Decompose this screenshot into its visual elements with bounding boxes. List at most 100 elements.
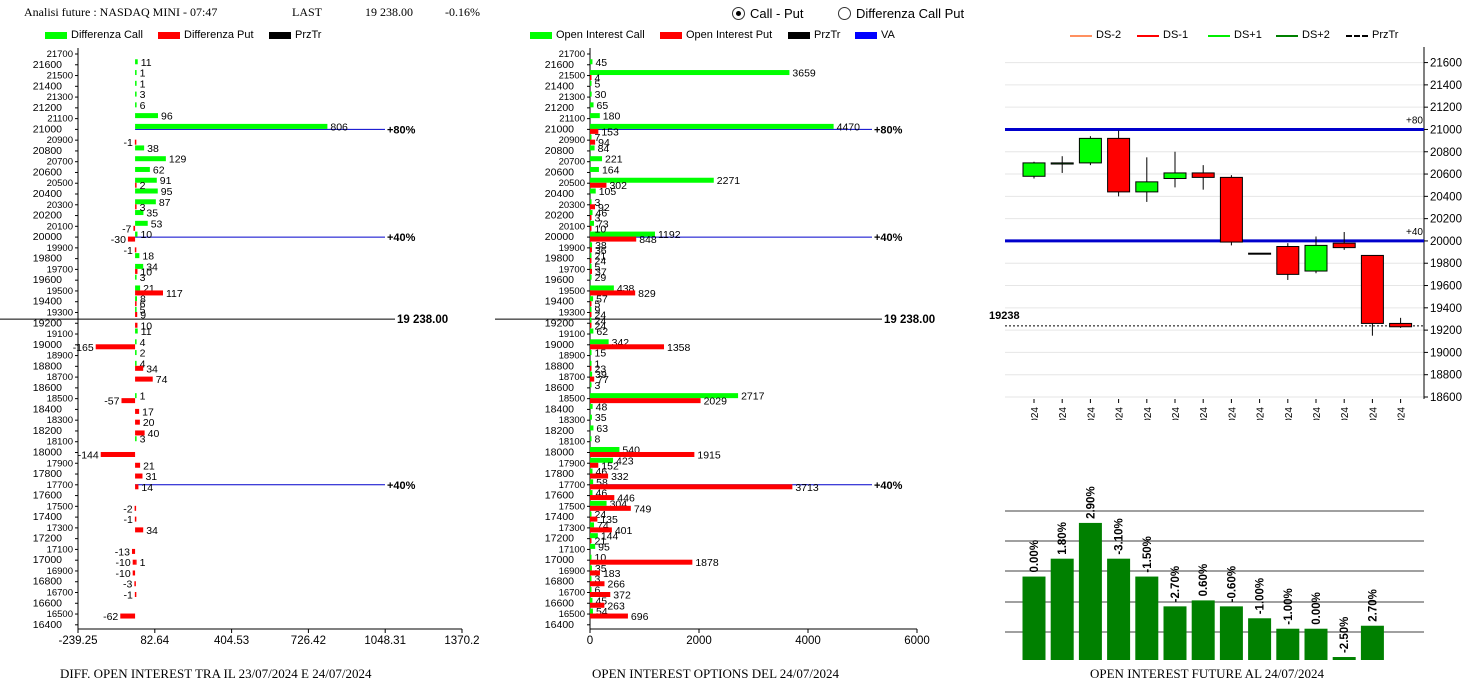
legend-label: Open Interest Call (556, 29, 645, 41)
y-tick-label: 20600 (33, 166, 62, 178)
data-bar (590, 371, 593, 377)
y-tick-label: 19800 (545, 253, 574, 265)
radio-unselected-icon[interactable] (838, 7, 851, 20)
data-bar (590, 565, 592, 571)
y-tick-label: 17200 (33, 533, 62, 545)
data-bar (134, 139, 137, 145)
y-tick-label: 20600 (545, 166, 574, 178)
data-label: 153 (601, 126, 619, 138)
data-label: 92 (598, 202, 610, 214)
data-bar (135, 113, 158, 119)
data-bar (590, 533, 598, 539)
y-tick-label: 19900 (559, 243, 585, 254)
candle-body (1332, 242, 1356, 249)
data-label: 372 (613, 590, 631, 602)
y-tick-label: 20400 (545, 188, 574, 200)
legend-label: DS+1 (1234, 29, 1262, 41)
legend-swatch-put (158, 32, 180, 39)
y-tick-label: 17900 (559, 458, 585, 469)
data-label: 37 (595, 266, 607, 278)
data-label: 3 (140, 272, 146, 284)
data-label: 2717 (741, 391, 765, 403)
candle-body (1163, 172, 1187, 180)
candle-body (1304, 244, 1328, 272)
y-tick-label: 21200 (33, 102, 62, 114)
data-bar (135, 91, 137, 97)
data-bar (590, 576, 592, 582)
data-bar (590, 301, 592, 307)
level-label: +40 (1406, 227, 1423, 238)
data-label: 45 (595, 595, 607, 607)
data-bar (135, 328, 138, 334)
data-bar (135, 253, 140, 259)
x-tick-label: 24/07/2024 (1368, 407, 1379, 420)
data-label: 3 (140, 89, 146, 101)
candle-body (1135, 181, 1159, 193)
data-label: 35 (595, 563, 607, 575)
y-tick-label: 20000 (545, 231, 574, 243)
x-tick-label: 18/07/2024 (1256, 407, 1267, 420)
data-label: 87 (159, 197, 171, 209)
radio-call-put[interactable]: Call - Put (730, 0, 840, 26)
y-tick-label: 20400 (33, 188, 62, 200)
y-tick-label: 21000 (545, 123, 574, 135)
data-bar (590, 328, 594, 334)
data-label: 38 (147, 143, 159, 155)
data-bar (590, 145, 595, 151)
data-bar (135, 350, 137, 356)
data-label: 46 (596, 488, 608, 500)
data-label: 829 (638, 288, 656, 300)
data-label: 144 (601, 531, 619, 543)
data-bar (590, 296, 594, 302)
data-bar (590, 75, 592, 81)
y-tick-label: 19600 (1430, 281, 1462, 293)
last-value: 19 238.00 (365, 5, 413, 19)
data-label: 423 (616, 455, 634, 467)
data-bar (590, 274, 592, 280)
y-tick-label: 17500 (559, 501, 585, 512)
data-label: 46 (596, 208, 608, 220)
y-tick-label: 21400 (1430, 80, 1462, 92)
y-tick-label: 20600 (1430, 169, 1462, 181)
data-label: 48 (596, 401, 608, 413)
y-tick-label: 17800 (33, 468, 62, 480)
oi-bar-label: 0.60% (1198, 564, 1210, 597)
y-tick-label: 17900 (47, 458, 73, 469)
data-label: 62 (596, 326, 608, 338)
data-bar (590, 177, 714, 183)
data-label: 302 (609, 180, 627, 192)
data-label: 5 (595, 78, 601, 90)
data-bar (135, 145, 145, 151)
data-bar (135, 274, 137, 280)
data-bar (590, 350, 592, 356)
data-bar (590, 451, 695, 457)
data-label: 2271 (717, 175, 741, 187)
radio-differenza[interactable]: Differenza Call Put (836, 0, 976, 26)
data-bar (135, 339, 137, 345)
y-tick-label: 20800 (545, 145, 574, 157)
data-label: 3 (595, 380, 601, 392)
y-tick-label: 16400 (33, 619, 62, 631)
y-tick-label: 19200 (545, 317, 574, 329)
y-tick-label: 18200 (33, 425, 62, 437)
candle-body (1050, 162, 1074, 165)
data-bar (590, 511, 592, 517)
data-label: 1358 (667, 342, 691, 354)
x-tick-label: 82.64 (140, 635, 169, 647)
data-label: 21 (143, 283, 155, 295)
y-tick-label: 18800 (545, 360, 574, 372)
y-tick-label: 21000 (1430, 124, 1462, 136)
y-tick-label: 20000 (1430, 236, 1462, 248)
data-label: 36 (595, 245, 607, 257)
data-bar (590, 398, 701, 404)
data-bar (135, 322, 138, 328)
data-bar (135, 199, 156, 205)
y-tick-label: 17700 (47, 480, 73, 491)
future-open-interest-bars: 0.00% 1.80% 2.90% -3.10% -1.50% -2.70% 0.60% -0… (1005, 486, 1424, 660)
data-label: 84 (598, 143, 610, 155)
y-tick-label: 19900 (47, 243, 73, 254)
level-label: +80 (1406, 115, 1423, 126)
data-label: 91 (160, 175, 172, 187)
radio-selected-icon[interactable] (732, 7, 745, 20)
y-tick-label: 16600 (33, 597, 62, 609)
